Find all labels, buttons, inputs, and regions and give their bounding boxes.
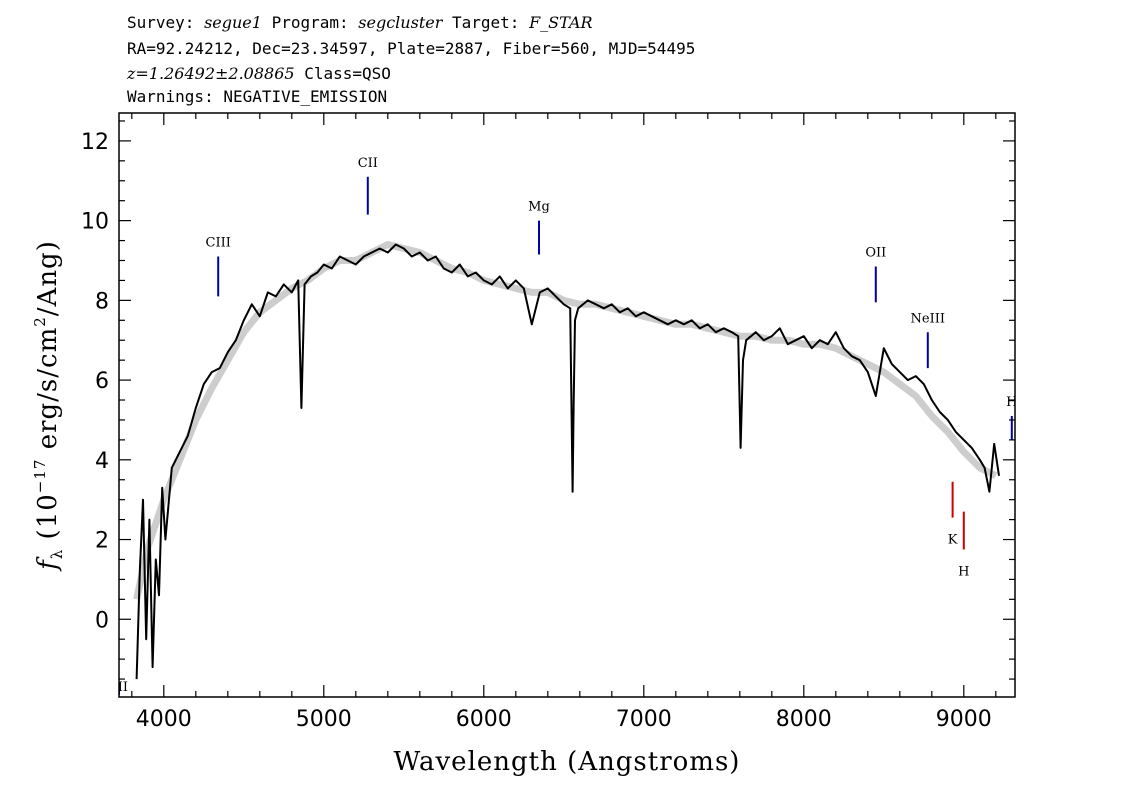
x-tick-label: 6000 xyxy=(456,707,512,732)
redshift-value: z=1.26492±2.08865 xyxy=(126,64,295,83)
line-marker-label: H xyxy=(958,564,969,579)
y-axis-square: 2 xyxy=(31,316,49,327)
plot-frame xyxy=(118,112,1016,698)
x-axis-label: Wavelength (Angstroms) xyxy=(394,747,741,777)
y-tick-label: 8 xyxy=(95,289,109,314)
header-line-3: z=1.26492±2.08865 Class=QSO xyxy=(126,64,391,83)
line-marker-label: eII xyxy=(110,680,128,695)
line-marker-label: OII xyxy=(865,246,886,261)
header: Survey: segue1 Program: segcluster Targe… xyxy=(126,13,695,106)
line-marker-label: CIII xyxy=(206,236,231,251)
survey-value: segue1 xyxy=(204,13,262,32)
y-tick-label: 0 xyxy=(95,608,109,633)
survey-label: Survey: xyxy=(127,13,194,32)
header-line-2: RA=92.24212, Dec=23.34597, Plate=2887, F… xyxy=(127,39,695,58)
line-marker-label: K xyxy=(948,533,958,548)
warnings-text: Warnings: NEGATIVE_EMISSION xyxy=(127,87,387,106)
x-tick-label: 5000 xyxy=(296,707,352,732)
x-tick-label: 4000 xyxy=(136,707,192,732)
line-marker-label: Mg xyxy=(528,200,550,215)
x-tick-label: 7000 xyxy=(616,707,672,732)
axis-ticks: 4000 5000 6000 7000 8000 9000 0 2 4 6 8 10 12 xyxy=(81,113,1015,732)
flux-line xyxy=(135,243,1000,680)
line-marker-label: NeIII xyxy=(911,311,945,326)
target-label: Target: xyxy=(452,13,519,32)
line-marker-label: CII xyxy=(358,156,378,171)
y-axis-scale: (10 xyxy=(33,493,63,549)
y-tick-label: 4 xyxy=(95,449,109,474)
program-value: segcluster xyxy=(358,13,443,32)
y-axis-label: fλ (10−17 erg/s/cm2/Ang) xyxy=(31,240,66,572)
target-value: F_STAR xyxy=(528,13,592,32)
y-axis-exponent: −17 xyxy=(31,459,49,494)
flux-layer xyxy=(135,243,1000,680)
y-axis-units: erg/s/cm xyxy=(33,327,63,459)
y-tick-label: 6 xyxy=(95,369,109,394)
header-line-1: Survey: segue1 Program: segcluster Targe… xyxy=(127,13,593,32)
line-marker-label: H xyxy=(1006,395,1017,410)
y-axis-end: /Ang) xyxy=(33,240,63,316)
y-tick-label: 12 xyxy=(81,130,109,155)
x-tick-label: 8000 xyxy=(776,707,832,732)
x-tick-label: 9000 xyxy=(936,707,992,732)
y-tick-label: 10 xyxy=(81,210,109,235)
class-value: Class=QSO xyxy=(304,64,391,83)
y-axis-symbol: f xyxy=(33,556,63,572)
program-label: Program: xyxy=(272,13,349,32)
y-tick-label: 2 xyxy=(95,529,109,554)
y-axis-subscript: λ xyxy=(48,549,66,560)
